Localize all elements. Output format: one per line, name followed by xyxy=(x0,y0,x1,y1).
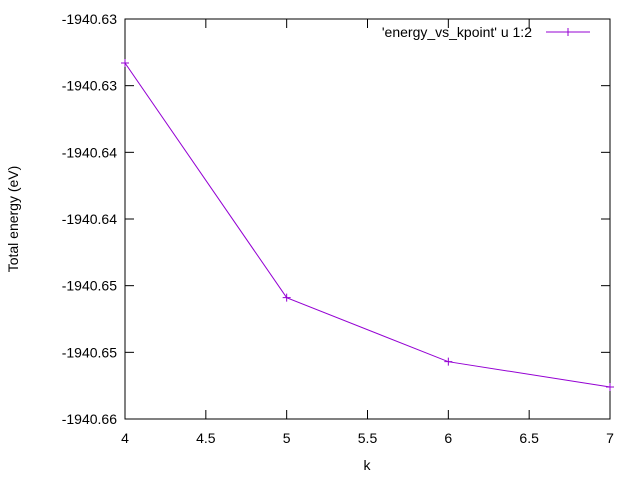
y-axis-ticks: -1940.63 -1940.63 -1940.64 -1940.64 -1940.65… xyxy=(62,11,610,427)
x-tick-label: 7 xyxy=(606,430,614,446)
legend: 'energy_vs_kpoint' u 1:2 xyxy=(382,24,590,40)
x-tick-label: 5 xyxy=(283,430,291,446)
y-tick-label: -1940.63 xyxy=(62,78,117,94)
x-tick-label: 4.5 xyxy=(196,430,216,446)
x-axis-ticks: 4 4.5 5 5.5 6 6.5 7 xyxy=(121,19,614,446)
y-tick-label: -1940.66 xyxy=(62,411,117,427)
data-point-marker xyxy=(606,383,614,391)
x-axis-label: k xyxy=(364,457,372,473)
y-tick-label: -1940.65 xyxy=(62,344,117,360)
x-tick-label: 6 xyxy=(444,430,452,446)
x-tick-label: 5.5 xyxy=(358,430,378,446)
y-tick-label: -1940.65 xyxy=(62,278,117,294)
data-point-marker xyxy=(121,59,129,67)
y-tick-label: -1940.64 xyxy=(62,211,117,227)
y-tick-label: -1940.63 xyxy=(62,11,117,27)
data-point-marker xyxy=(282,293,291,302)
legend-marker xyxy=(564,28,572,36)
series-layer xyxy=(121,59,614,391)
y-axis-label: Total energy (eV) xyxy=(5,166,21,273)
series-line xyxy=(124,62,611,388)
y-tick-label: -1940.64 xyxy=(62,144,117,160)
x-tick-label: 4 xyxy=(121,430,129,446)
x-tick-label: 6.5 xyxy=(519,430,539,446)
plot-border xyxy=(124,18,611,420)
legend-label: 'energy_vs_kpoint' u 1:2 xyxy=(382,24,532,40)
data-point-marker xyxy=(444,357,453,366)
